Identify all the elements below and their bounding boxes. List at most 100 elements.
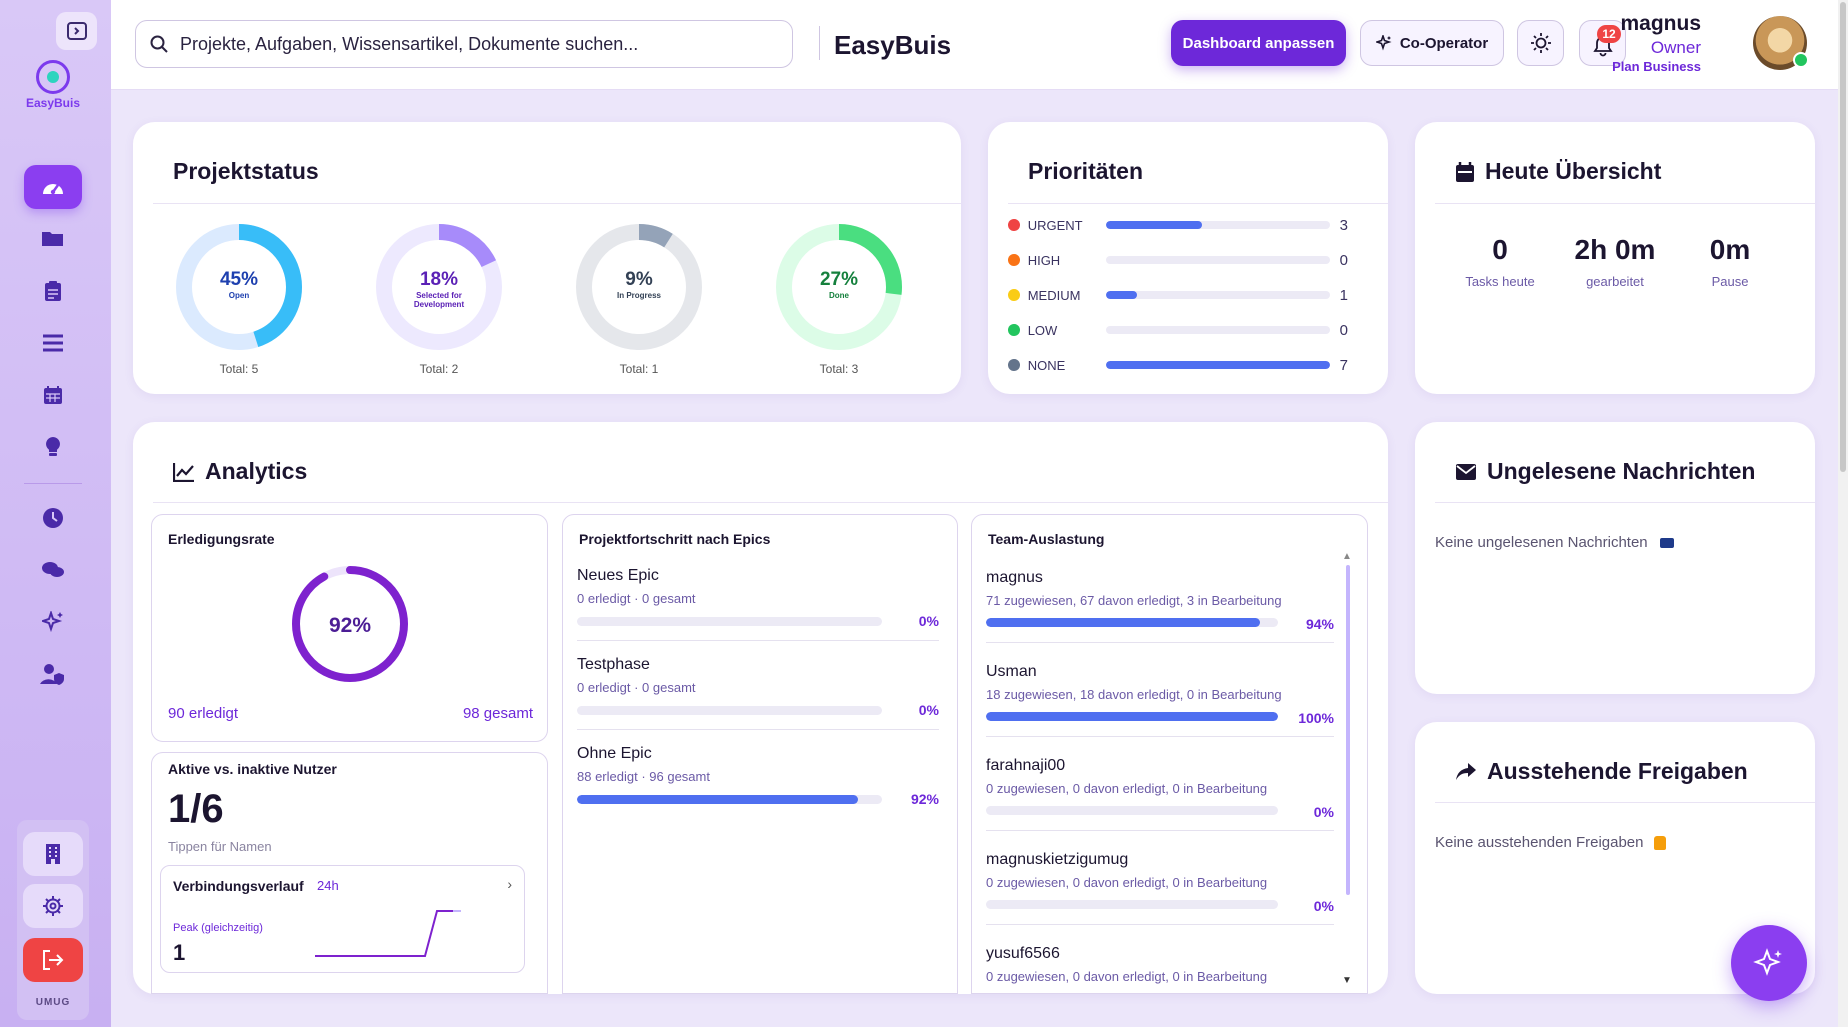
workspace-label: UMUG [35,997,71,1008]
avatar[interactable] [1753,16,1809,70]
team-member-divider [986,642,1334,643]
share-icon [1456,762,1476,780]
epic-item[interactable]: Neues Epic 0 erledigt · 0 gesamt 0% [577,567,939,641]
team-scrollbar[interactable] [1346,565,1350,895]
team-member-meta: 71 zugewiesen, 67 davon erledigt, 3 in B… [986,593,1282,608]
thumbs-up-icon [1653,836,1666,851]
sidebar: EasyBuis UMUG [0,0,111,1027]
donut-chart: 18%Selected for Development [376,224,502,350]
empty-text: Keine ungelesenen Nachrichten [1435,534,1648,551]
donut-total: Total: 2 [419,362,459,376]
team-member-item[interactable]: magnuskietzigumug 0 zugewiesen, 0 davon e… [986,851,1334,925]
team-member-divider [986,736,1334,737]
epic-pct: 0% [918,702,939,718]
co-operator-button[interactable]: Co-Operator [1360,20,1504,66]
sidebar-toggle-button[interactable] [56,12,97,50]
sidebar-item-projects[interactable] [24,217,82,261]
ai-assistant-button[interactable] [1731,925,1807,1001]
completion-rate-title: Erledigungsrate [168,531,275,547]
search-box[interactable] [135,20,793,68]
scroll-down-icon[interactable]: ▼ [1342,975,1352,986]
donut-label: In Progress [617,291,662,300]
search-input[interactable] [180,33,760,55]
priority-label: MEDIUM [1027,287,1081,303]
sidebar-item-tasks[interactable] [24,269,82,313]
stat-label: Pause [1711,274,1749,289]
priority-row: MEDIUM 1 [1008,285,1348,305]
priority-count: 0 [1339,251,1348,269]
donut-chart: 27%Done [776,224,902,350]
team-member-item[interactable]: Usman 18 zugewiesen, 18 davon erledigt, 0… [986,663,1334,737]
epic-item[interactable]: Testphase 0 erledigt · 0 gesamt 0% [577,656,939,730]
sidebar-divider [24,483,82,484]
customize-dashboard-button[interactable]: Dashboard anpassen [1171,20,1346,66]
notifications-button[interactable]: 12 [1579,20,1626,66]
epic-name: Testphase [577,656,650,673]
sidebar-item-list[interactable] [24,321,82,365]
team-member-meta: 18 zugewiesen, 18 davon erledigt, 0 in B… [986,687,1282,702]
team-member-divider [986,830,1334,831]
donut-arc [776,224,902,350]
completion-ring: 92% [292,566,408,682]
header-brand: EasyBuis [834,30,952,60]
clock-icon [43,508,63,528]
today-overview-heading: Heute Übersicht [1455,158,1661,185]
stat-tasks-today: 0 Tasks heute [1445,234,1555,289]
priority-row: HIGH 0 [1008,250,1348,270]
team-member-bar [986,712,1278,721]
priority-bar-fill [1105,291,1137,299]
unread-messages-empty: Keine ungelesenen Nachrichten [1435,534,1674,551]
priority-label: URGENT [1027,217,1083,233]
sidebar-item-ai[interactable] [24,600,82,644]
empty-text: Keine ausstehenden Freigaben [1435,834,1644,851]
epic-item[interactable]: Ohne Epic 88 erledigt · 96 gesamt 92% [577,745,939,807]
priority-bar [1105,291,1330,299]
sidebar-item-company[interactable] [23,832,83,876]
scrollbar-thumb[interactable] [1840,2,1846,472]
sidebar-item-settings[interactable] [23,884,83,928]
active-users-value[interactable]: 1/6 [168,787,224,831]
sidebar-logo[interactable]: EasyBuis [20,60,86,110]
theme-toggle-button[interactable] [1517,20,1564,66]
epic-pct: 92% [910,791,939,807]
team-member-progress: 94% [986,616,1334,632]
status-donut: 9% In Progress Total: 1 [569,222,709,376]
epic-name: Neues Epic [577,567,659,584]
team-member-divider [986,924,1334,925]
epic-divider [577,640,939,641]
donut-label: Done [829,291,850,300]
pending-approvals-title: Ausstehende Freigaben [1487,758,1748,784]
page-scrollbar[interactable] [1838,0,1848,1027]
team-member-item[interactable]: magnus 71 zugewiesen, 67 davon erledigt, … [986,569,1334,643]
clipboard-icon [45,281,61,301]
priority-dot-icon [1008,359,1020,371]
stat-worked: 2h 0m gearbeitet [1560,234,1670,289]
sidebar-item-chat[interactable] [24,548,82,592]
donut-label-line: Selected for [416,291,462,300]
logout-button[interactable] [23,938,83,982]
donut-chart: 9%In Progress [576,224,702,350]
building-icon [46,844,60,864]
completion-total: 98 gesamt [462,705,533,722]
sidebar-item-users[interactable] [24,652,82,696]
epic-progress: 0% [577,702,939,718]
co-operator-label: Co-Operator [1399,34,1489,52]
search-icon [150,35,168,53]
team-member-bar-fill [986,712,1278,721]
today-overview-title: Heute Übersicht [1485,158,1662,184]
sidebar-item-time[interactable] [24,496,82,540]
sidebar-item-knowledge[interactable] [24,425,82,469]
team-member-item[interactable]: farahnaji00 0 zugewiesen, 0 davon erledig… [986,757,1334,831]
sidebar-item-calendar[interactable] [24,373,82,417]
connection-history-panel[interactable]: Verbindungsverlauf 24h › Peak (gleichzei… [160,865,525,973]
user-info[interactable]: magnus Owner Plan Business [1551,12,1848,74]
sidebar-item-dashboard[interactable] [24,165,82,209]
connection-history-range: 24h [317,878,339,893]
scroll-up-icon[interactable]: ▲ [1342,551,1352,562]
list-icon [43,334,63,352]
team-member-item[interactable]: yusuf6566 0 zugewiesen, 0 davon erledigt,… [986,945,1334,993]
project-status-title: Projektstatus [173,158,319,184]
active-users-hint: Tippen für Namen [168,839,272,854]
priority-label: LOW [1027,322,1058,338]
priority-dot-icon [1008,219,1020,231]
